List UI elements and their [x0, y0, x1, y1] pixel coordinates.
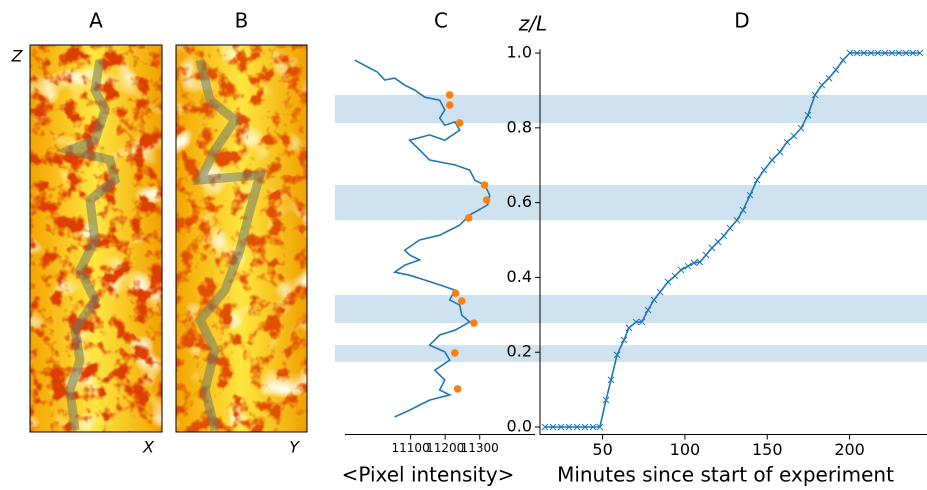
x-tick-label: 100: [670, 440, 701, 459]
marker: [656, 288, 664, 296]
y-tick-label: 0.8: [507, 117, 532, 136]
marker: [625, 324, 633, 332]
panel-title: A: [89, 9, 103, 33]
marker: [733, 216, 741, 224]
marker: [753, 176, 761, 184]
marker: [602, 396, 610, 404]
marker: [613, 351, 621, 359]
band: [335, 295, 927, 324]
marker: [671, 272, 679, 280]
point: [451, 289, 460, 297]
y-axis-label: z/L: [518, 12, 547, 36]
marker: [708, 244, 716, 252]
marker: [797, 124, 805, 132]
point: [482, 196, 491, 204]
point: [470, 319, 478, 327]
line: [544, 52, 920, 428]
marker: [909, 49, 917, 57]
marker: [888, 49, 896, 57]
point: [455, 119, 464, 127]
x-axis-label: Minutes since start of experiment: [557, 463, 894, 487]
marker: [690, 259, 698, 267]
marker: [867, 49, 875, 57]
marker: [832, 66, 840, 74]
panel-title: D: [734, 9, 749, 33]
marker: [739, 206, 747, 214]
point: [464, 214, 473, 222]
marker: [746, 191, 754, 199]
band: [335, 94, 927, 123]
marker: [702, 251, 710, 259]
y-tick-label: 0.2: [507, 342, 532, 361]
marker: [620, 336, 628, 344]
marker: [902, 49, 910, 57]
x-tick-label: 11100: [392, 441, 430, 455]
x-tick-label: 11200: [426, 441, 464, 455]
point: [480, 181, 489, 189]
marker: [811, 91, 819, 99]
marker: [677, 266, 685, 274]
y-tick-label: 0.4: [507, 267, 532, 286]
marker: [860, 49, 868, 57]
marker: [760, 166, 768, 174]
marker: [557, 423, 565, 431]
marker: [853, 49, 861, 57]
point: [451, 349, 459, 357]
panel-title: C: [434, 9, 448, 33]
marker: [790, 132, 798, 140]
marker: [638, 318, 646, 326]
point: [453, 385, 462, 393]
marker: [581, 423, 589, 431]
marker: [846, 49, 854, 57]
marker: [684, 262, 692, 270]
image-a: [29, 44, 163, 433]
marker: [644, 306, 652, 314]
x-axis-label: X: [142, 438, 155, 457]
marker: [881, 49, 889, 57]
marker: [714, 238, 722, 246]
marker: [650, 296, 658, 304]
marker: [874, 49, 882, 57]
marker: [607, 376, 615, 384]
point: [445, 101, 454, 109]
marker: [839, 56, 847, 64]
marker: [596, 423, 604, 431]
point: [457, 297, 466, 305]
marker: [825, 74, 833, 82]
marker: [726, 224, 734, 232]
x-axis-label: Y: [289, 438, 300, 457]
y-tick-label: 1.0: [507, 43, 532, 62]
image-b: [175, 44, 308, 433]
x-axis-label: <Pixel intensity>: [342, 463, 515, 487]
x-tick-label: 50: [592, 440, 612, 459]
marker: [818, 81, 826, 89]
marker: [696, 258, 704, 266]
y-tick-label: 0.0: [507, 417, 532, 436]
marker: [541, 423, 549, 431]
line: [354, 59, 491, 418]
marker: [720, 232, 728, 240]
marker: [589, 423, 597, 431]
y-axis-label: Z: [11, 47, 24, 66]
band: [335, 345, 927, 362]
marker: [916, 49, 924, 57]
y-tick-label: 0.6: [507, 192, 532, 211]
marker: [768, 156, 776, 164]
x-tick-label: 150: [752, 440, 783, 459]
x-tick-label: 11300: [461, 441, 499, 455]
marker: [895, 49, 903, 57]
marker: [804, 111, 812, 119]
marker: [549, 423, 557, 431]
marker: [573, 423, 581, 431]
marker: [565, 423, 573, 431]
panel-title: B: [235, 9, 249, 33]
marker: [783, 138, 791, 146]
marker: [776, 148, 784, 156]
band: [335, 185, 927, 221]
marker: [664, 278, 672, 286]
point: [445, 91, 454, 99]
x-tick-label: 200: [834, 440, 865, 459]
marker: [632, 318, 640, 326]
